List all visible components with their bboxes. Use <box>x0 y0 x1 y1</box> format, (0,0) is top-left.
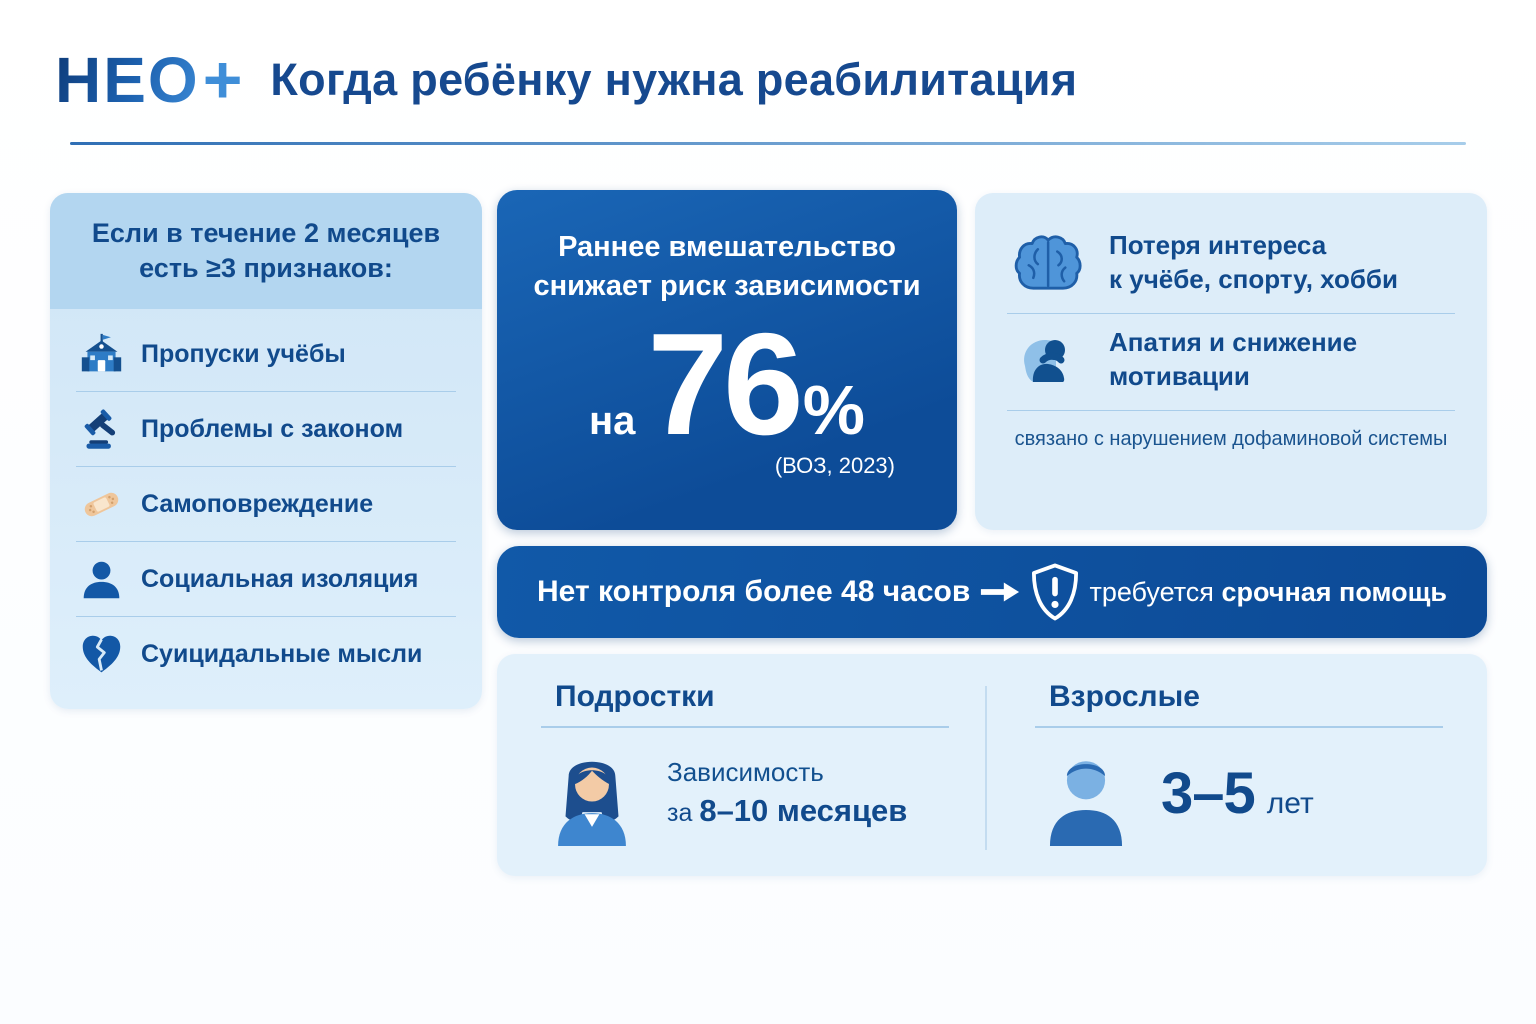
brain-icon <box>1007 230 1087 296</box>
teens-label: Зависимость <box>667 757 824 787</box>
stat-source: (ВОЗ, 2023) <box>774 452 895 478</box>
adults-body: 3–5 лет <box>1035 740 1443 846</box>
symptom-label: Потеря интереса к учёбе, спорту, хобби <box>1109 230 1398 294</box>
sign-label: Проблемы с законом <box>141 414 404 443</box>
list-item: Социальная изоляция <box>76 542 456 618</box>
list-item: Суицидальные мысли <box>76 617 456 691</box>
symptom-row: Апатия и снижение мотивации <box>1007 314 1455 410</box>
stat-prefix: на <box>589 399 636 444</box>
title-underline <box>1035 726 1443 728</box>
sign-label: Самоповреждение <box>141 489 374 518</box>
adults-column: Взрослые 3–5 лет <box>987 680 1443 856</box>
symptom-label: Апатия и снижение мотивации <box>1109 327 1358 391</box>
sign-label: Пропуски учёбы <box>141 339 346 368</box>
teens-column: Подростки Зависимость за 8– <box>541 680 985 856</box>
teens-value-row: за 8–10 месяцев <box>667 793 907 829</box>
teens-title: Подростки <box>555 680 715 713</box>
adults-value-row: 3–5 лет <box>1161 760 1314 827</box>
stat-number: 76 <box>647 303 803 466</box>
symptoms-panel: Потеря интереса к учёбе, спорту, хобби А… <box>975 193 1487 530</box>
adults-title: Взрослые <box>1049 680 1200 713</box>
gavel-icon <box>78 406 124 452</box>
row-divider <box>1007 409 1455 412</box>
neo-plus-logo: НЕО + <box>55 46 242 114</box>
header-divider <box>70 142 1466 145</box>
header: НЕО + Когда ребёнку нужна реабилитация <box>55 46 1077 114</box>
banner-action-bold: срочная помощь <box>1221 576 1447 607</box>
stat-percent-sign: % <box>802 371 865 450</box>
symptom-row: Потеря интереса к учёбе, спорту, хобби <box>1007 217 1455 313</box>
symptoms-footnote: связано с нарушением дофаминовой системы <box>1014 428 1448 451</box>
adults-value: 3–5 <box>1161 760 1256 826</box>
apathy-person-icon <box>1007 327 1087 393</box>
stat-heading: Раннее вмешательство снижает риск зависи… <box>533 231 921 303</box>
stat-value-row: на 76 % <box>497 303 957 466</box>
teens-prefix: за <box>667 799 693 827</box>
broken-heart-icon <box>78 631 124 677</box>
list-item: Проблемы с законом <box>76 392 456 468</box>
sign-label: Социальная изоляция <box>141 564 419 593</box>
teen-girl-avatar <box>541 740 643 846</box>
banner-condition: Нет контроля более 48 часов <box>537 575 971 608</box>
signs-panel: Если в течение 2 месяцев есть ≥3 признак… <box>50 193 482 709</box>
sign-label: Суицидальные мысли <box>141 639 423 668</box>
title-underline <box>541 726 949 728</box>
column-divider <box>985 686 987 850</box>
list-item: Самоповреждение <box>76 467 456 543</box>
adults-unit: лет <box>1266 786 1314 820</box>
logo-plus-icon: + <box>202 42 243 118</box>
page-title: Когда ребёнку нужна реабилитация <box>270 54 1078 105</box>
adult-man-avatar <box>1035 740 1137 846</box>
teens-value: 8–10 месяцев <box>699 793 908 828</box>
school-icon <box>78 331 124 377</box>
row-divider <box>1007 312 1455 315</box>
signs-panel-heading: Если в течение 2 месяцев есть ≥3 признак… <box>50 193 482 310</box>
stat-panel: Раннее вмешательство снижает риск зависи… <box>497 190 957 530</box>
arrow-right-icon <box>979 579 1021 605</box>
logo-text: НЕО <box>55 44 200 116</box>
list-item: Пропуски учёбы <box>76 317 456 393</box>
alert-banner: Нет контроля более 48 часов требуется ср… <box>497 546 1487 638</box>
teens-text: Зависимость за 8–10 месяцев <box>667 757 907 829</box>
banner-action-prefix: требуется <box>1089 576 1214 607</box>
duration-panel: Подростки Зависимость за 8– <box>497 654 1487 876</box>
person-icon <box>78 556 124 602</box>
shield-alert-icon <box>1029 562 1081 622</box>
bandage-icon <box>78 481 124 527</box>
teens-body: Зависимость за 8–10 месяцев <box>541 740 949 846</box>
signs-list: Пропуски учёбы Проблемы с за <box>50 309 482 691</box>
banner-action: требуется срочная помощь <box>1089 577 1447 608</box>
